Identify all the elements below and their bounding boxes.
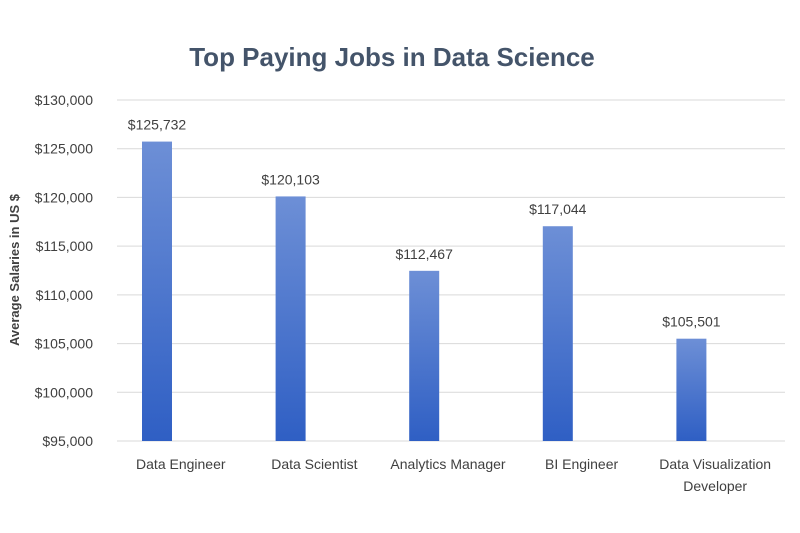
y-tick-label: $130,000 (35, 92, 94, 108)
bars (142, 141, 707, 441)
y-tick-label: $95,000 (42, 433, 93, 449)
bar (142, 141, 172, 441)
gridlines (117, 99, 785, 442)
data-label: $120,103 (261, 171, 320, 187)
y-tick-label: $120,000 (35, 189, 94, 205)
x-axis-categories: Data Engineer Data Scientist Analytics Man… (136, 456, 771, 494)
bar (676, 338, 707, 441)
bar (409, 270, 440, 441)
x-category-label: Developer (683, 478, 747, 494)
bar (275, 196, 306, 441)
x-category-label: BI Engineer (545, 456, 618, 472)
y-axis-ticks: $95,000 $100,000 $105,000 $110,000 $115,000 $… (35, 92, 94, 449)
data-label: $117,044 (529, 201, 587, 217)
x-category-label: Data Scientist (271, 456, 357, 472)
y-tick-label: $105,000 (35, 336, 94, 352)
y-tick-label: $100,000 (35, 384, 94, 400)
y-tick-label: $115,000 (36, 238, 94, 254)
data-label: $112,467 (396, 246, 454, 262)
data-labels: $125,732 $120,103 $112,467 $117,044 $105,501 (128, 117, 721, 330)
y-tick-label: $110,000 (36, 287, 94, 303)
y-tick-label: $125,000 (35, 141, 94, 157)
data-label: $105,501 (662, 314, 721, 330)
x-category-label: Data Visualization (659, 456, 771, 472)
x-category-label: Data Engineer (136, 456, 226, 472)
data-label: $125,732 (128, 117, 187, 133)
bar (542, 226, 573, 441)
chart-title: Top Paying Jobs in Data Science (189, 42, 595, 72)
x-category-label: Analytics Manager (390, 456, 506, 472)
y-axis-label: Average Salaries in US $ (7, 193, 22, 346)
